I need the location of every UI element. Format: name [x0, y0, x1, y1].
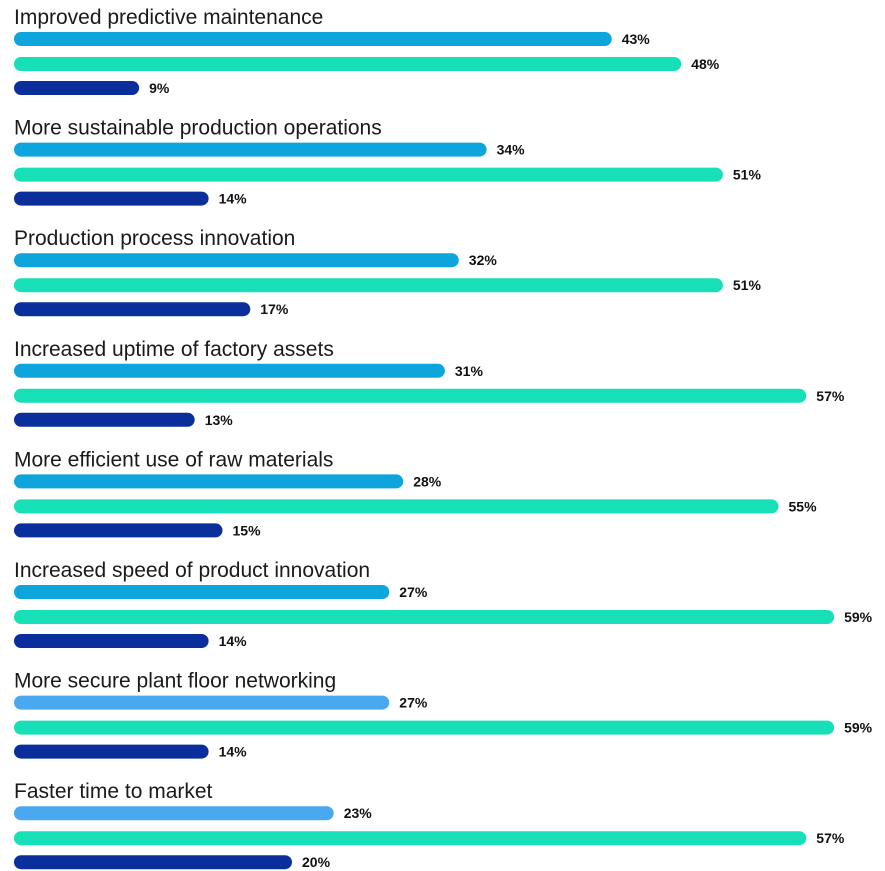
value-label: 9% — [149, 80, 170, 96]
bar-series-3 — [14, 855, 292, 870]
value-label: 31% — [455, 363, 484, 379]
value-label: 48% — [691, 56, 720, 72]
value-label: 57% — [816, 830, 845, 846]
value-label: 59% — [844, 720, 873, 736]
bar-series-3 — [14, 412, 195, 427]
value-label: 17% — [260, 301, 289, 317]
bar-series-2 — [14, 57, 682, 71]
category-label: Increased uptime of factory assets — [14, 338, 334, 361]
bar-series-2 — [14, 610, 835, 624]
category-label: Faster time to market — [14, 780, 213, 803]
bar-series-1 — [14, 585, 390, 599]
bar-series-1 — [14, 806, 334, 821]
bar-series-3 — [14, 302, 251, 317]
bar-series-1 — [14, 474, 404, 489]
value-label: 59% — [844, 609, 873, 625]
bar-series-2 — [14, 278, 723, 293]
value-label: 32% — [469, 252, 498, 268]
bar-series-1 — [14, 363, 445, 378]
value-label: 14% — [219, 191, 248, 207]
bar-series-3 — [14, 191, 209, 206]
bar-series-2 — [14, 831, 807, 846]
category-label: More efficient use of raw materials — [14, 448, 333, 471]
value-label: 51% — [733, 167, 762, 183]
category-label: Production process innovation — [14, 227, 295, 250]
bar-series-1 — [14, 142, 487, 157]
bar-series-2 — [14, 167, 723, 182]
value-label: 23% — [344, 805, 373, 821]
bar-series-2 — [14, 720, 835, 735]
bar-series-1 — [14, 695, 390, 710]
value-label: 13% — [205, 412, 234, 428]
bar-series-3 — [14, 523, 223, 538]
value-label: 14% — [219, 744, 248, 760]
value-label: 55% — [789, 498, 818, 514]
value-label: 27% — [399, 695, 428, 711]
bar-series-1 — [14, 253, 459, 268]
bar-series-3 — [14, 634, 209, 648]
value-label: 57% — [816, 388, 845, 404]
category-label: More secure plant floor networking — [14, 670, 336, 693]
value-label: 20% — [302, 854, 331, 870]
bar-series-2 — [14, 499, 779, 514]
value-label: 28% — [413, 473, 442, 489]
category-label: Increased speed of product innovation — [14, 559, 370, 582]
category-label: Improved predictive maintenance — [14, 6, 323, 29]
value-label: 43% — [622, 31, 651, 47]
value-label: 14% — [219, 633, 248, 649]
bar-series-1 — [14, 32, 612, 46]
value-label: 34% — [497, 142, 526, 158]
bar-series-3 — [14, 81, 140, 95]
value-label: 27% — [399, 584, 428, 600]
value-label: 51% — [733, 277, 762, 293]
bar-series-3 — [14, 744, 209, 759]
value-label: 15% — [233, 522, 262, 538]
bar-series-2 — [14, 388, 807, 403]
category-label: More sustainable production operations — [14, 117, 382, 140]
